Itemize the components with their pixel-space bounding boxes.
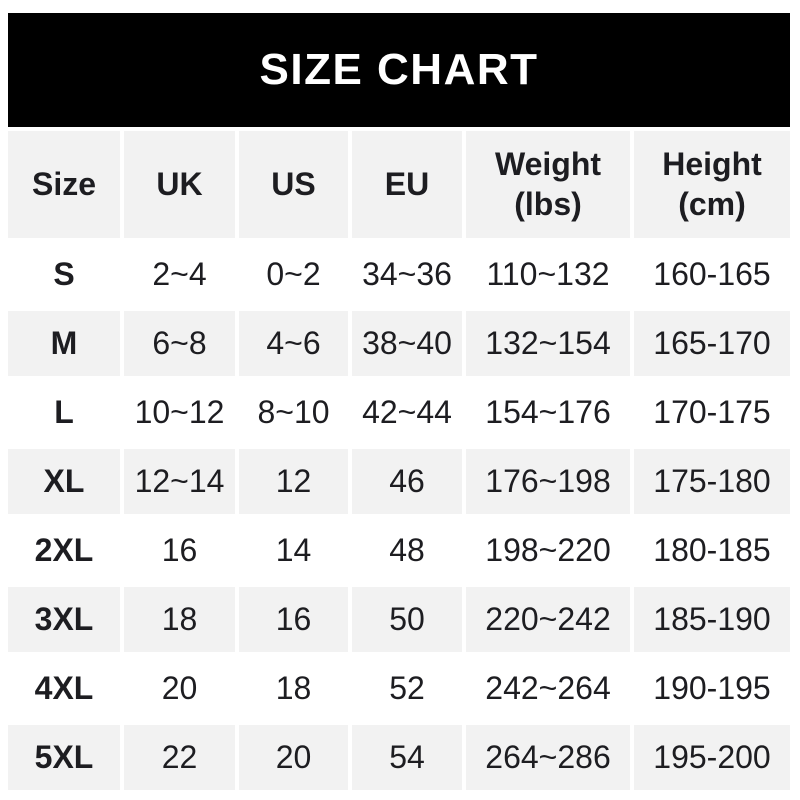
cell-s-height-cm: 160-165 (634, 242, 790, 307)
cell-3xl-eu: 50 (352, 587, 462, 652)
cell-5xl-uk: 22 (124, 725, 235, 790)
cell-l-uk: 10~12 (124, 380, 235, 445)
cell-xl-weight-lbs: 176~198 (466, 449, 630, 514)
cell-3xl-size: 3XL (8, 587, 120, 652)
cell-l-size: L (8, 380, 120, 445)
cell-xl-uk: 12~14 (124, 449, 235, 514)
cell-m-size: M (8, 311, 120, 376)
cell-xl-eu: 46 (352, 449, 462, 514)
cell-3xl-us: 16 (239, 587, 348, 652)
cell-s-eu: 34~36 (352, 242, 462, 307)
banner-title: SIZE CHART (259, 45, 539, 94)
cell-m-height-cm: 165-170 (634, 311, 790, 376)
cell-m-uk: 6~8 (124, 311, 235, 376)
cell-4xl-eu: 52 (352, 656, 462, 721)
cell-s-us: 0~2 (239, 242, 348, 307)
cell-m-us: 4~6 (239, 311, 348, 376)
cell-5xl-us: 20 (239, 725, 348, 790)
size-chart-banner: SIZE CHART (8, 13, 790, 127)
cell-l-height-cm: 170-175 (634, 380, 790, 445)
cell-s-size: S (8, 242, 120, 307)
cell-2xl-size: 2XL (8, 518, 120, 583)
cell-l-eu: 42~44 (352, 380, 462, 445)
cell-3xl-uk: 18 (124, 587, 235, 652)
cell-s-weight-lbs: 110~132 (466, 242, 630, 307)
cell-s-uk: 2~4 (124, 242, 235, 307)
cell-4xl-uk: 20 (124, 656, 235, 721)
cell-2xl-weight-lbs: 198~220 (466, 518, 630, 583)
cell-5xl-height-cm: 195-200 (634, 725, 790, 790)
cell-4xl-weight-lbs: 242~264 (466, 656, 630, 721)
cell-5xl-eu: 54 (352, 725, 462, 790)
cell-m-eu: 38~40 (352, 311, 462, 376)
cell-4xl-height-cm: 190-195 (634, 656, 790, 721)
cell-5xl-size: 5XL (8, 725, 120, 790)
cell-2xl-uk: 16 (124, 518, 235, 583)
cell-xl-height-cm: 175-180 (634, 449, 790, 514)
cell-xl-us: 12 (239, 449, 348, 514)
cell-2xl-eu: 48 (352, 518, 462, 583)
cell-4xl-us: 18 (239, 656, 348, 721)
cell-2xl-height-cm: 180-185 (634, 518, 790, 583)
header-cell-eu: EU (352, 131, 462, 238)
cell-l-weight-lbs: 154~176 (466, 380, 630, 445)
cell-5xl-weight-lbs: 264~286 (466, 725, 630, 790)
size-table: Size UK US EU Weight (lbs) Height (cm) S 2~4 0~2 34… (8, 131, 790, 790)
cell-3xl-height-cm: 185-190 (634, 587, 790, 652)
cell-3xl-weight-lbs: 220~242 (466, 587, 630, 652)
header-cell-size: Size (8, 131, 120, 238)
header-cell-uk: UK (124, 131, 235, 238)
cell-2xl-us: 14 (239, 518, 348, 583)
cell-m-weight-lbs: 132~154 (466, 311, 630, 376)
header-cell-weight: Weight (lbs) (466, 131, 630, 238)
header-cell-height: Height (cm) (634, 131, 790, 238)
header-cell-us: US (239, 131, 348, 238)
cell-xl-size: XL (8, 449, 120, 514)
cell-l-us: 8~10 (239, 380, 348, 445)
cell-4xl-size: 4XL (8, 656, 120, 721)
